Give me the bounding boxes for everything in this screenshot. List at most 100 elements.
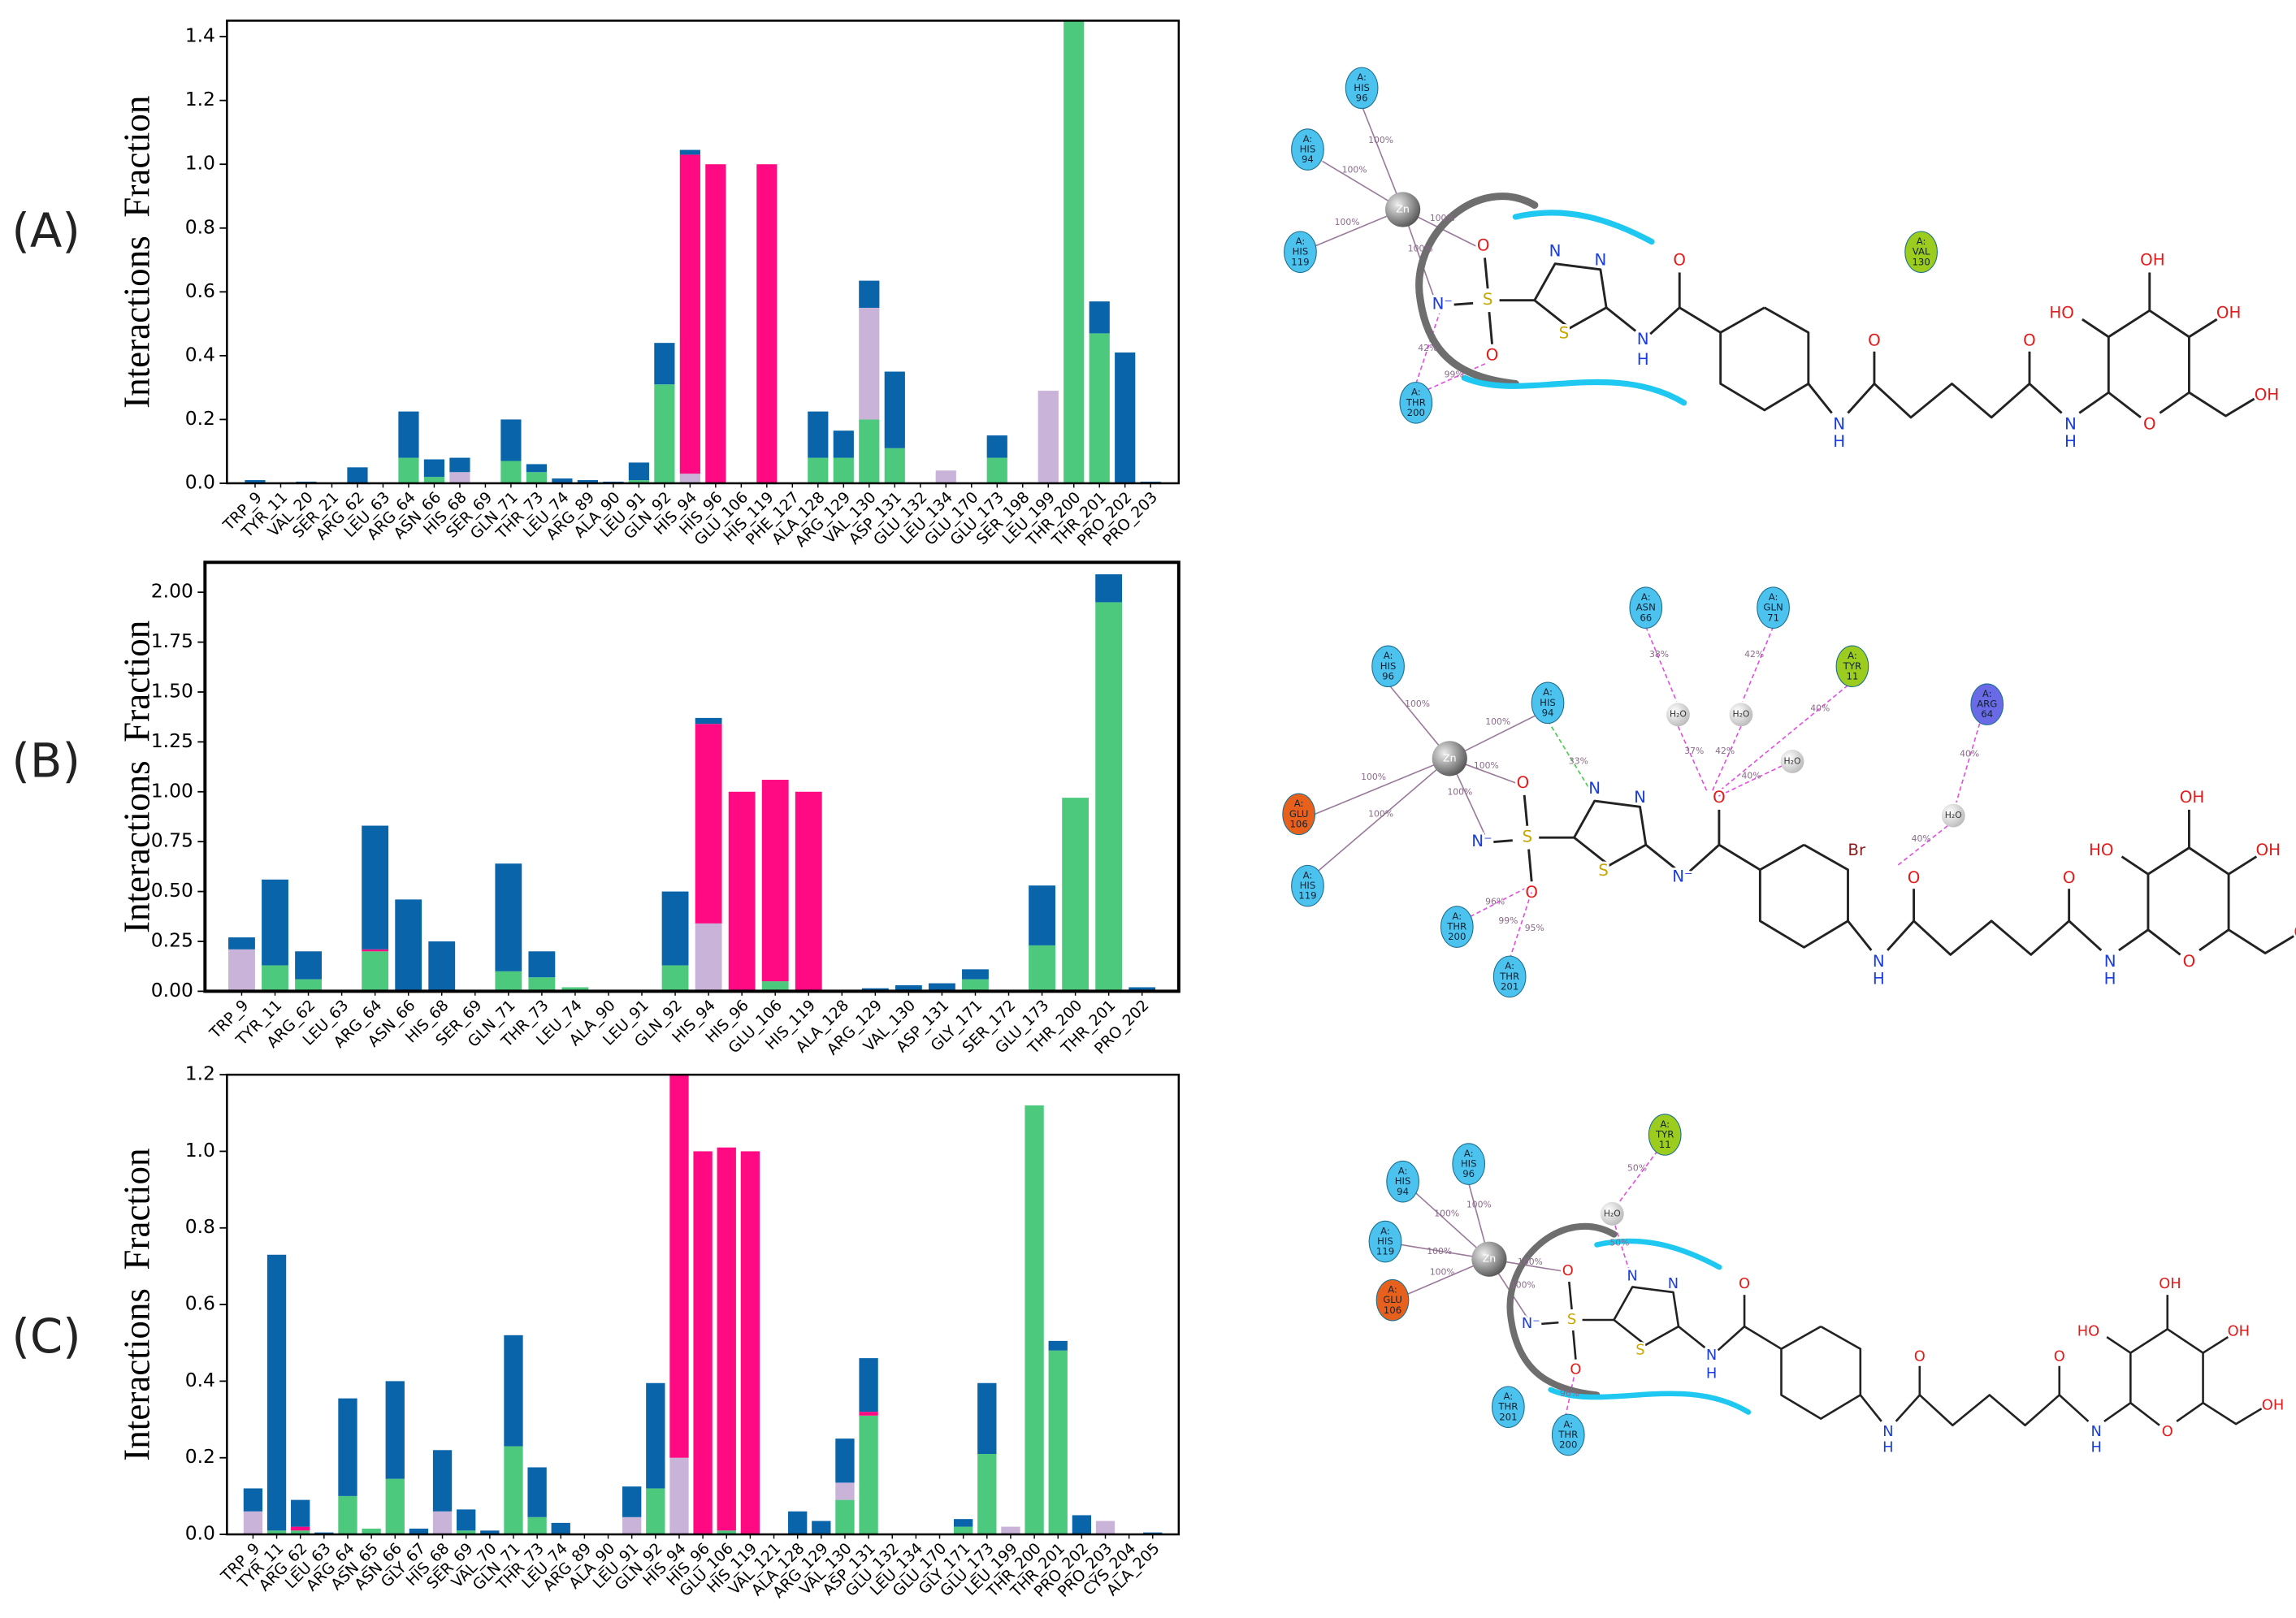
pocket-surface [1506, 1222, 1618, 1399]
atom-label: O [1739, 1275, 1750, 1292]
bar-segment [695, 923, 722, 992]
atom-label: O [1914, 1348, 1926, 1365]
residue-name: HIS [1380, 660, 1397, 672]
residue-chain: A: [1505, 960, 1514, 971]
pocket-exposure [1548, 1387, 1752, 1415]
residue-name: THR [1497, 1401, 1518, 1413]
bar-segment [432, 1450, 453, 1512]
atom-label: N [2104, 952, 2116, 971]
residue-chain: A: [1398, 1166, 1408, 1177]
residue-number: 106 [1289, 818, 1307, 829]
bar-segment [977, 1454, 997, 1535]
bar-segment [835, 1482, 855, 1500]
bar-segment [1089, 301, 1110, 334]
bond [1644, 844, 1676, 870]
y-tick-label: 1.25 [151, 729, 193, 752]
atom-label: O [1486, 346, 1499, 365]
bars [228, 574, 1156, 992]
y-tick-label: 1.2 [185, 1062, 215, 1085]
bond [1493, 839, 1513, 843]
interaction-line [1547, 720, 1590, 789]
occupancy-label: 100% [1510, 1280, 1536, 1291]
bar-segment [291, 1530, 310, 1535]
residue-number: 119 [1298, 890, 1316, 902]
residue-bubble [1386, 1160, 1419, 1203]
atom-label: O [2063, 868, 2076, 887]
occupancy-label: 38% [1649, 649, 1669, 660]
y-tick-label: 0.8 [185, 215, 215, 238]
bar-segment [884, 448, 905, 483]
bar-segment [432, 1511, 453, 1535]
bar-segment [500, 461, 522, 483]
occupancy-label: 100% [1466, 1200, 1492, 1210]
occupancy-label: 40% [1912, 833, 1931, 844]
residue-name: HIS [1300, 144, 1316, 155]
occupancy-label: 96% [1560, 1388, 1579, 1399]
residue-name: HIS [1354, 82, 1370, 93]
bar-segment [1029, 885, 1055, 945]
atom-label: N [1873, 952, 1885, 971]
occupancy-label: 100% [1408, 244, 1433, 254]
occupancy-label: 40% [1742, 770, 1761, 781]
bar-segment [409, 1528, 429, 1535]
bond [2228, 855, 2258, 876]
residue-name: HIS [1293, 246, 1309, 257]
atom-label: O [1562, 1262, 1574, 1279]
bar-segment [1089, 333, 1110, 483]
residue-number: 119 [1291, 256, 1309, 267]
residue-bubble [1648, 1114, 1682, 1156]
bar-segment [693, 1151, 713, 1535]
y-tick-label: 1.0 [185, 152, 215, 175]
residue-chain: A: [1464, 1148, 1474, 1159]
water [1780, 750, 1804, 773]
residue-number: 96 [1356, 92, 1368, 103]
occupancy-label: 95% [1525, 923, 1544, 933]
residue-chain: A: [1452, 911, 1462, 922]
y-tick-label: 0.2 [185, 407, 215, 430]
y-tick-label: 1.00 [151, 779, 193, 802]
bar-segment [859, 280, 880, 308]
bond [1678, 1326, 1706, 1349]
occupancy-label: 100% [1474, 760, 1499, 771]
bar-segment [795, 791, 822, 992]
atom-label: N⁻ [1432, 295, 1453, 314]
water-label: H₂O [1604, 1208, 1621, 1218]
residue-number: 71 [1767, 612, 1779, 623]
y-tick-label: 1.2 [185, 88, 215, 110]
bar-segment [986, 435, 1007, 458]
interaction-line [1415, 313, 1440, 384]
atom-label: N [1549, 242, 1562, 261]
atom-label: N [1594, 251, 1606, 270]
residue-chain: A: [1303, 870, 1313, 881]
y-tick-label: 1.75 [151, 629, 193, 652]
residue-chain: A: [1503, 1391, 1513, 1402]
bond [2058, 1394, 2090, 1422]
pocket-exposure [1512, 210, 1655, 245]
bar-segment [457, 1530, 476, 1535]
atom-label: N [1588, 779, 1601, 798]
bar-segment [628, 462, 649, 481]
residue-number: 200 [1448, 931, 1466, 942]
interaction-line [1317, 758, 1450, 872]
bar-segment [480, 1530, 500, 1535]
interaction-line [1715, 685, 1849, 794]
bar-segment [756, 164, 778, 483]
bond [1873, 351, 2031, 419]
bar-segment [398, 457, 419, 483]
interaction-line [1315, 758, 1450, 815]
atom-label: OH [2140, 251, 2165, 270]
residue-name: VAL [1913, 246, 1930, 257]
bar-segment [1001, 1526, 1020, 1535]
bar-segment [654, 384, 675, 483]
interaction-line [1741, 626, 1774, 702]
metal-label: Zn [1483, 1252, 1497, 1265]
atom-label: O [1713, 788, 1726, 807]
bar-segment [577, 480, 598, 483]
atom-label: O [2183, 952, 2196, 971]
bar-segment [833, 430, 854, 458]
bond [1679, 306, 1722, 334]
y-tick-label: 0.25 [151, 928, 193, 951]
bar-segment [266, 1530, 287, 1535]
